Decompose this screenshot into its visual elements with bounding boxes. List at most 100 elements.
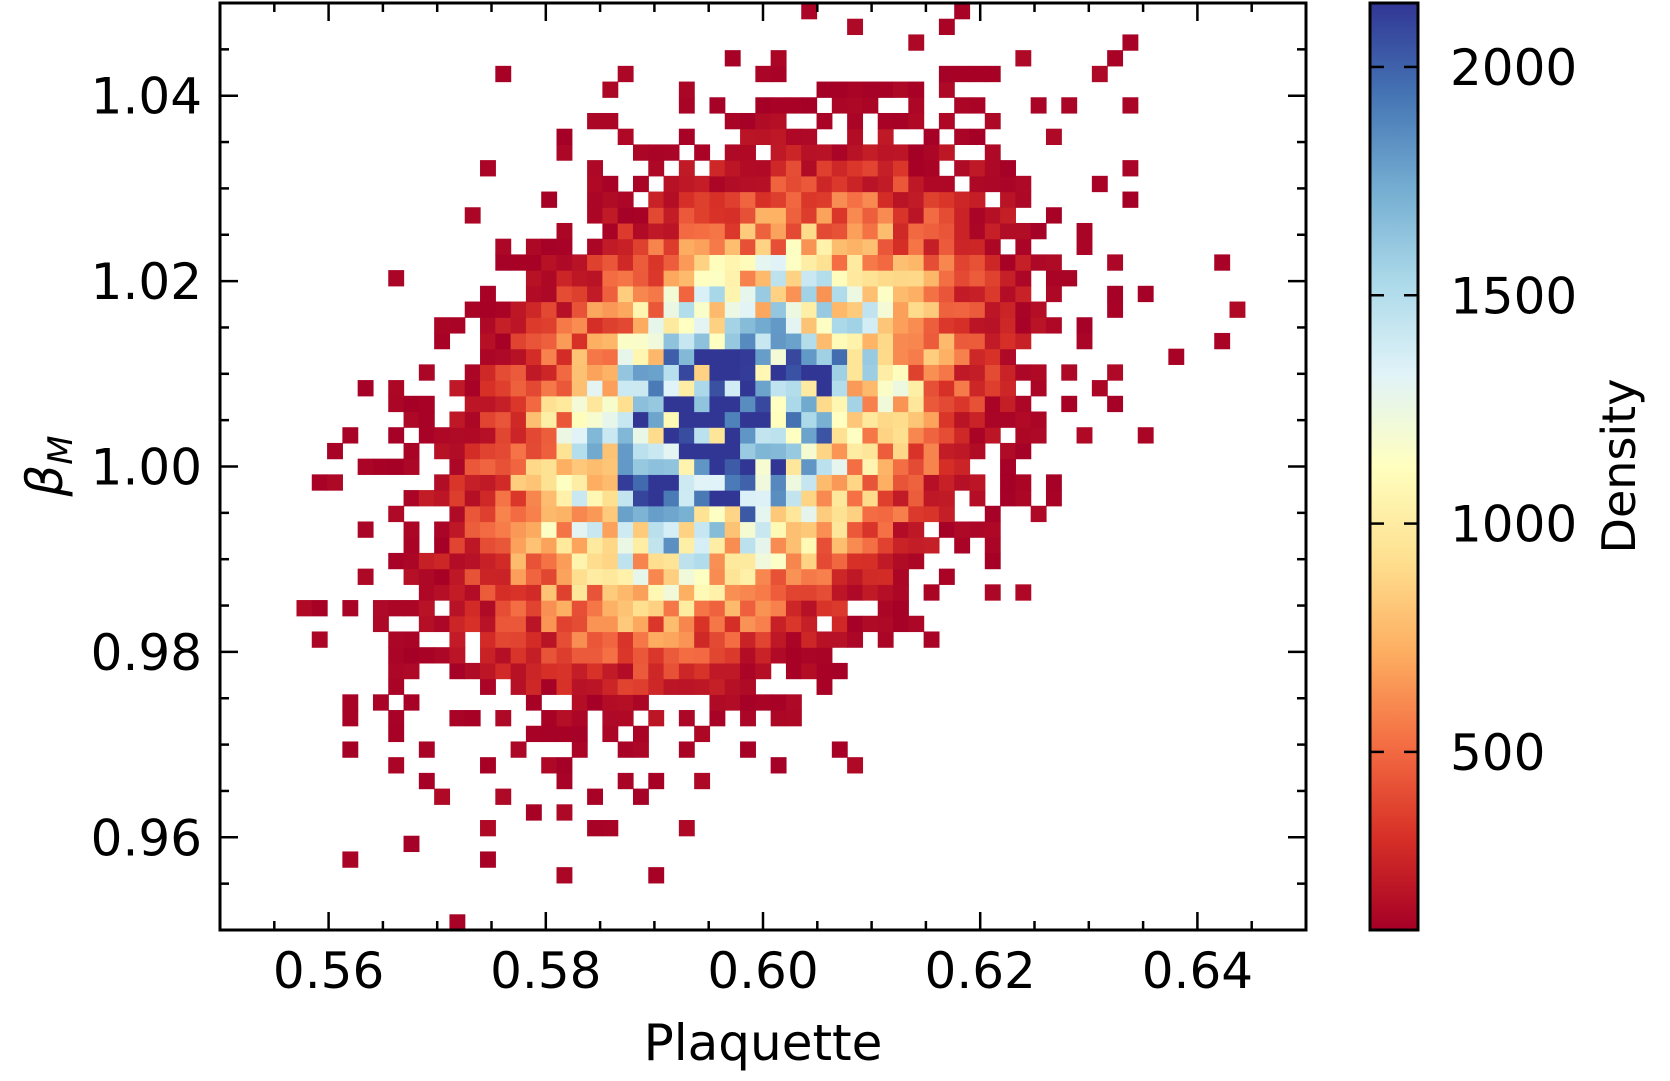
heatmap-cell [495,238,512,255]
heatmap-cell [1000,490,1016,507]
heatmap-cell [602,662,619,680]
heatmap-cell [541,285,558,303]
heatmap-cell [770,552,787,570]
heatmap-cell [831,332,848,350]
heatmap-cell [495,364,512,381]
heatmap-cell [938,521,955,538]
heatmap-cell [632,332,649,350]
heatmap-cell [862,442,879,460]
heatmap-cell [709,191,726,208]
heatmap-cell [709,490,726,507]
heatmap-cell [954,285,971,303]
heatmap-cell [923,380,940,397]
heatmap-cell [541,600,558,617]
heatmap-cell [541,458,558,475]
heatmap-cell [908,348,925,365]
heatmap-cell [954,411,971,428]
heatmap-cell [449,490,466,507]
heatmap-cell [617,332,634,350]
heatmap-cell [709,317,726,334]
heatmap-cell [755,552,772,570]
heatmap-cell [418,552,435,570]
heatmap-cell [724,50,741,67]
heatmap-cell [847,97,864,114]
heatmap-cell [908,238,925,255]
heatmap-cell [984,285,1001,303]
heatmap-cell [893,521,909,538]
heatmap-cell [908,364,925,381]
heatmap-cell [862,222,879,240]
heatmap-cell [632,788,649,805]
heatmap-cell [984,552,1001,570]
heatmap-cell [847,584,864,601]
heatmap-cell [908,317,925,334]
heatmap-cell [510,474,527,491]
heatmap-cell [1000,301,1016,318]
heatmap-cell [954,65,971,83]
heatmap-cell [984,348,1001,365]
heatmap-cell [785,568,802,585]
heatmap-cell [525,521,542,538]
heatmap-cell [678,631,695,648]
heatmap-cell [1030,411,1047,428]
heatmap-cell [1015,584,1032,601]
heatmap-cell [862,270,879,287]
heatmap-cell [602,364,619,381]
heatmap-cell [495,427,512,444]
heatmap-cell [587,615,603,633]
heatmap-cell [893,537,909,554]
heatmap-cell [847,222,864,240]
heatmap-cell [418,490,435,507]
heatmap-cell [816,222,833,240]
heatmap-cell [1137,427,1154,444]
heatmap-cell [785,222,802,240]
heatmap-cell [785,694,802,711]
heatmap-cell [724,144,741,161]
heatmap-cell [709,175,726,193]
heatmap-cell [571,694,588,711]
heatmap-cell [556,678,573,695]
heatmap-cell [678,348,695,365]
heatmap-cell [785,615,802,633]
heatmap-cell [709,505,726,523]
heatmap-cell [1000,254,1016,271]
heatmap-cell [862,348,879,365]
heatmap-cell [632,144,649,161]
heatmap-cell [648,270,665,287]
heatmap-cell [923,631,940,648]
heatmap-cell [648,710,665,727]
heatmap-cell [464,442,481,460]
heatmap-cell [434,552,451,570]
heatmap-cell [893,411,909,428]
heatmap-cell [510,584,527,601]
heatmap-cell [480,285,496,303]
heatmap-cell [923,474,940,491]
heatmap-cell [541,537,558,554]
heatmap-cell [816,600,833,617]
heatmap-cell [342,694,359,711]
heatmap-cell [541,238,558,255]
heatmap-cell [694,678,711,695]
heatmap-cell [801,615,818,633]
heatmap-cell [480,820,496,837]
heatmap-cell [969,270,986,287]
heatmap-cell [847,332,864,350]
heatmap-cell [862,615,879,633]
heatmap-cell [724,348,741,365]
heatmap-cell [418,427,435,444]
heatmap-cell [831,631,848,648]
heatmap-cell [311,474,328,491]
heatmap-cell [724,490,741,507]
heatmap-cell [525,411,542,428]
heatmap-cell [617,254,634,271]
heatmap-cell [740,144,756,161]
heatmap-cell [908,285,925,303]
heatmap-cell [954,128,971,145]
heatmap-cell [434,427,451,444]
heatmap-cell [740,458,756,475]
heatmap-cell [755,207,772,224]
heatmap-cell [571,301,588,318]
heatmap-cell [510,380,527,397]
heatmap-cell [755,600,772,617]
heatmap-cell [893,270,909,287]
